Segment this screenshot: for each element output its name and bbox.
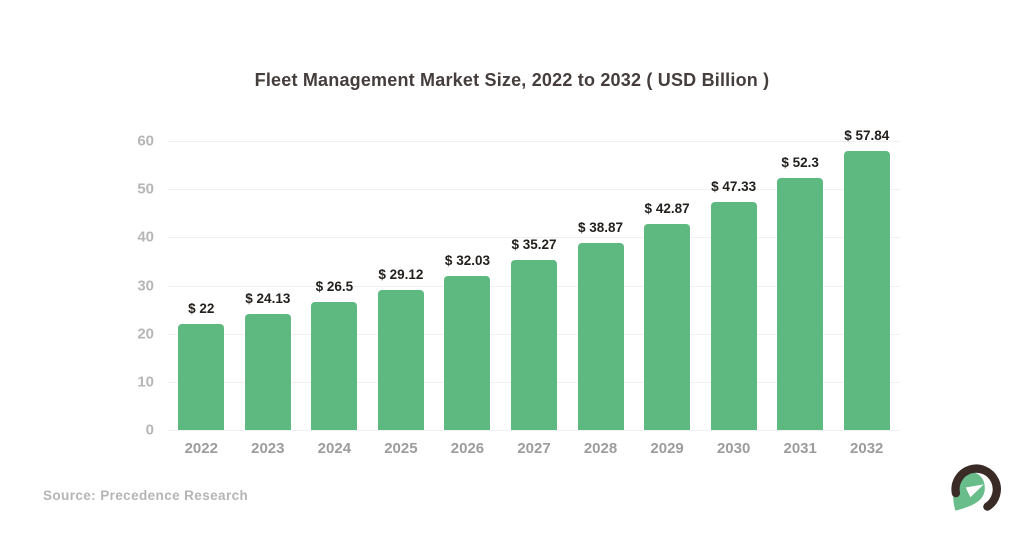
x-tick-label-2025: 2025 <box>384 440 418 457</box>
bar-value-label-2025: $ 29.12 <box>378 266 424 282</box>
y-tick-label-40: 40 <box>137 228 154 246</box>
x-tick-label-2031: 2031 <box>783 440 817 457</box>
bar-2028 <box>577 242 624 430</box>
x-tick-label-2029: 2029 <box>650 440 684 457</box>
bar-2025 <box>377 289 424 430</box>
bar-value-label-2029: $ 42.87 <box>644 200 690 216</box>
y-tick-label-30: 30 <box>137 277 154 294</box>
bar-value-label-2022: $ 22 <box>188 301 215 317</box>
y-tick-label-20: 20 <box>137 325 154 343</box>
bar-2032 <box>843 151 890 430</box>
bar-value-label-2026: $ 32.03 <box>444 252 490 268</box>
x-tick-label-2028: 2028 <box>583 440 618 457</box>
x-tick-label-2030: 2030 <box>716 440 751 457</box>
x-tick-label-2026: 2026 <box>450 440 485 457</box>
bar-value-label-2027: $ 35.27 <box>511 237 557 253</box>
bar-value-label-2032: $ 57.84 <box>844 128 890 144</box>
bar-value-label-2031: $ 52.3 <box>781 155 819 171</box>
x-tick-label-2022: 2022 <box>184 440 218 457</box>
bar-2022 <box>178 324 225 430</box>
bar-2024 <box>311 302 358 430</box>
y-tick-label-50: 50 <box>137 180 154 198</box>
x-tick-label-2023: 2023 <box>251 440 285 457</box>
source-caption: Source: Precedence Research <box>43 488 249 503</box>
x-tick-label-2024: 2024 <box>317 440 352 457</box>
bar-2030 <box>710 202 757 430</box>
bar-2029 <box>644 223 691 430</box>
bar-chart-plot: 0 10 20 30 40 50 60 $ 22 $ 24.13 $ 26.5 $ 29.12 $ … <box>137 128 900 457</box>
gridline-60 <box>168 141 900 142</box>
bar-value-label-2024: $ 26.5 <box>315 279 354 295</box>
gridline-50 <box>168 189 900 191</box>
x-tick-label-2027: 2027 <box>517 440 551 457</box>
bar-2031 <box>777 178 824 430</box>
precedence-research-logo <box>951 464 1001 511</box>
bar-value-label-2028: $ 38.87 <box>578 219 624 235</box>
bar-2027 <box>511 260 557 430</box>
bar-value-label-2030: $ 47.33 <box>711 179 757 195</box>
y-tick-label-0: 0 <box>145 421 154 439</box>
y-tick-label-60: 60 <box>137 132 154 150</box>
logo-eye-notch <box>965 484 984 498</box>
chart-title: Fleet Management Market Size, 2022 to 20… <box>254 70 770 90</box>
y-tick-label-10: 10 <box>137 373 154 391</box>
logo-crest-arc <box>951 464 1001 511</box>
gridline-0 <box>168 430 900 431</box>
gridline-40 <box>168 237 900 239</box>
x-tick-label-2032: 2032 <box>850 440 884 457</box>
bar-2026 <box>444 275 491 430</box>
bar-2023 <box>244 313 291 430</box>
bar-value-label-2023: $ 24.13 <box>245 290 291 306</box>
